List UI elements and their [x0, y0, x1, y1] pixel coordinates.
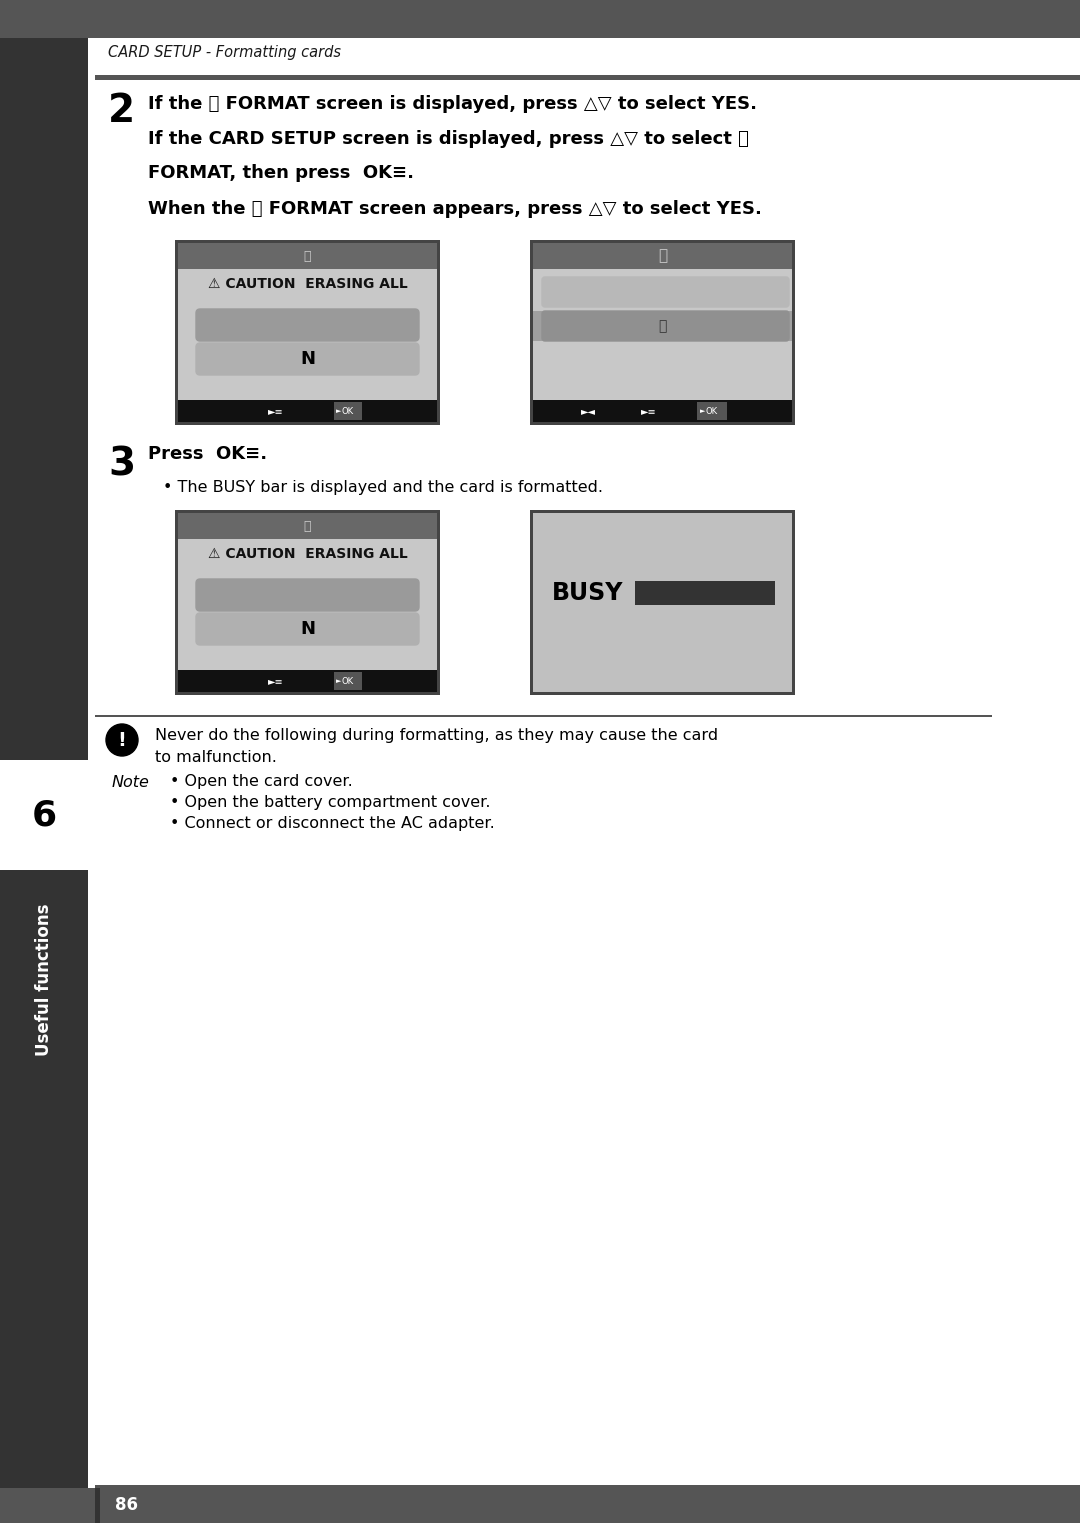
Bar [175, 510, 440, 694]
Text: ⚠ CAUTION  ERASING ALL: ⚠ CAUTION ERASING ALL [207, 547, 407, 560]
Bar [697, 402, 727, 420]
Text: !: ! [118, 731, 126, 749]
Bar [178, 244, 437, 422]
Bar [0, 1488, 1080, 1523]
Text: 3: 3 [108, 445, 135, 483]
Text: BUSY: BUSY [552, 580, 623, 605]
FancyBboxPatch shape [195, 309, 419, 341]
Bar [334, 672, 362, 690]
Text: ►≡: ►≡ [642, 407, 657, 416]
Text: If the CARD SETUP screen is displayed, press △▽ to select ⓕ: If the CARD SETUP screen is displayed, p… [148, 129, 748, 148]
Text: ►: ► [336, 408, 341, 414]
Text: Press  OK≡.: Press OK≡. [148, 445, 267, 463]
Bar [534, 244, 792, 422]
Text: ►: ► [336, 678, 341, 684]
Text: ►◄: ►◄ [581, 407, 596, 416]
Text: ►: ► [700, 408, 705, 414]
Text: ⓕ: ⓕ [303, 250, 311, 262]
Bar [635, 580, 775, 605]
Text: 2: 2 [108, 91, 135, 129]
Text: OK: OK [342, 676, 354, 685]
Text: ⓕ: ⓕ [659, 318, 666, 334]
Text: ⓕ: ⓕ [303, 519, 311, 533]
Bar [534, 244, 792, 270]
Text: When the ⓕ FORMAT screen appears, press △▽ to select YES.: When the ⓕ FORMAT screen appears, press … [148, 200, 761, 218]
Text: to malfunction.: to malfunction. [156, 749, 276, 765]
Bar [0, 0, 1080, 38]
Text: ⛹: ⛹ [658, 248, 667, 263]
Text: ►≡: ►≡ [268, 407, 284, 416]
Text: Useful functions: Useful functions [35, 903, 53, 1057]
Text: FORMAT, then press  OK≡.: FORMAT, then press OK≡. [148, 164, 414, 183]
Bar [95, 1488, 100, 1523]
Bar [534, 401, 792, 422]
Text: Note: Note [112, 775, 150, 790]
Bar [334, 402, 362, 420]
Text: CARD SETUP - Formatting cards: CARD SETUP - Formatting cards [108, 46, 341, 59]
Text: OK: OK [706, 407, 718, 416]
Text: • Open the battery compartment cover.: • Open the battery compartment cover. [170, 795, 490, 810]
Bar [175, 241, 440, 425]
Bar [178, 513, 437, 691]
Text: ⚠ CAUTION  ERASING ALL: ⚠ CAUTION ERASING ALL [207, 277, 407, 291]
Bar [0, 760, 87, 870]
Text: ►≡: ►≡ [268, 676, 284, 685]
Text: • The BUSY bar is displayed and the card is formatted.: • The BUSY bar is displayed and the card… [163, 480, 603, 495]
Text: 6: 6 [31, 798, 56, 832]
FancyBboxPatch shape [195, 343, 419, 375]
Text: If the ⓕ FORMAT screen is displayed, press △▽ to select YES.: If the ⓕ FORMAT screen is displayed, pre… [148, 94, 757, 113]
Bar [178, 401, 437, 422]
Text: • Open the card cover.: • Open the card cover. [170, 774, 353, 789]
Circle shape [106, 723, 138, 755]
Bar [178, 513, 437, 539]
Bar [0, 0, 87, 1523]
Text: N: N [300, 350, 315, 369]
Text: 86: 86 [114, 1496, 138, 1514]
Text: OK: OK [342, 407, 354, 416]
Bar [534, 311, 792, 341]
Bar [178, 244, 437, 270]
Bar [530, 241, 795, 425]
Text: N: N [300, 620, 315, 638]
FancyBboxPatch shape [195, 579, 419, 611]
FancyBboxPatch shape [195, 612, 419, 646]
Text: • Connect or disconnect the AC adapter.: • Connect or disconnect the AC adapter. [170, 816, 495, 832]
Bar [534, 513, 792, 691]
FancyBboxPatch shape [542, 277, 789, 308]
FancyBboxPatch shape [542, 311, 789, 341]
Bar [95, 1485, 1080, 1488]
Bar [534, 277, 792, 308]
Bar [95, 75, 1080, 81]
Bar [530, 510, 795, 694]
Bar [178, 670, 437, 691]
Bar [95, 714, 993, 717]
Text: Never do the following during formatting, as they may cause the card: Never do the following during formatting… [156, 728, 718, 743]
